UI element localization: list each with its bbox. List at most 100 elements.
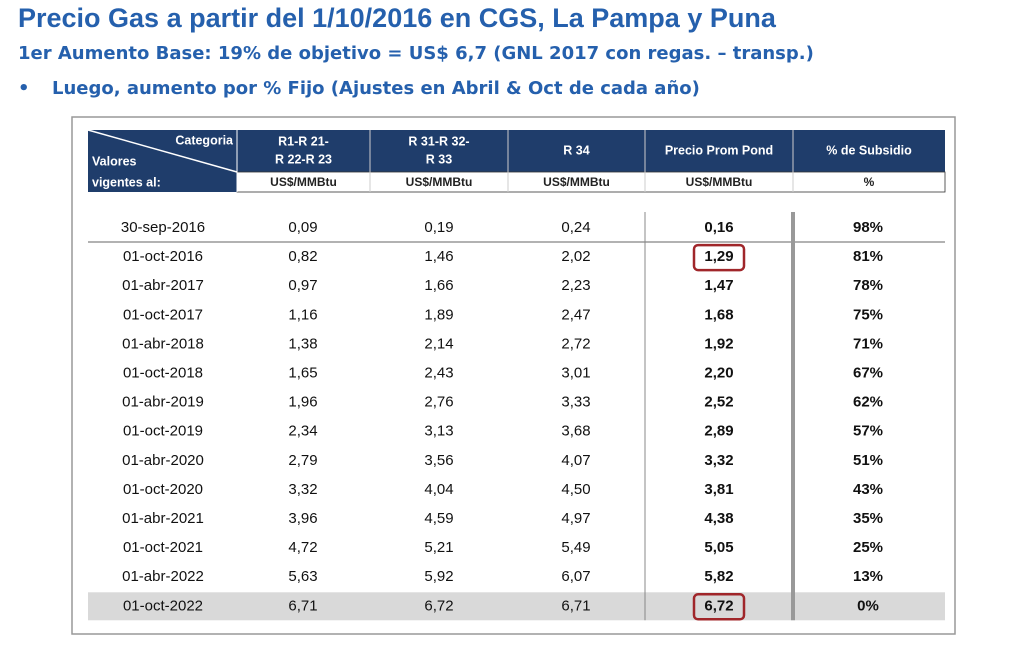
cell: 3,68	[561, 423, 590, 440]
cell: 4,07	[561, 452, 590, 469]
corner-bottom: vigentes al:	[92, 175, 161, 189]
bullet-text: Luego, aumento por % Fijo (Ajustes en Ab…	[52, 78, 700, 99]
column-header: R1-R 21-	[278, 134, 329, 148]
row-date: 01-abr-2019	[122, 394, 204, 411]
cell: 0,82	[288, 248, 317, 265]
row-date: 01-abr-2020	[122, 452, 204, 469]
row-date: 01-oct-2020	[123, 481, 203, 498]
cell: 4,72	[288, 539, 317, 556]
cell: 0,16	[704, 219, 733, 236]
column-header: R 33	[426, 152, 452, 166]
row-highlight	[88, 592, 945, 621]
cell: 75%	[853, 306, 883, 323]
cell: 4,50	[561, 481, 590, 498]
cell: 3,81	[704, 481, 733, 498]
corner-unit-bg	[88, 172, 237, 192]
cell: 4,59	[424, 510, 453, 527]
column-unit: %	[864, 175, 875, 189]
cell: 2,79	[288, 452, 317, 469]
cell: 0%	[857, 597, 879, 614]
row-date: 01-abr-2018	[122, 335, 204, 352]
cell: 1,38	[288, 335, 317, 352]
cell: 98%	[853, 219, 883, 236]
cell: 1,66	[424, 277, 453, 294]
highlight-box	[692, 243, 746, 272]
row-date: 01-abr-2021	[122, 510, 204, 527]
cell: 43%	[853, 481, 883, 498]
row-date: 30-sep-2016	[121, 219, 205, 236]
cell: 1,96	[288, 394, 317, 411]
cell: 5,82	[704, 568, 733, 585]
cell: 1,16	[288, 306, 317, 323]
cell: 5,49	[561, 539, 590, 556]
cell: 67%	[853, 364, 883, 381]
cell: 2,20	[704, 364, 733, 381]
cell: 6,72	[704, 597, 733, 614]
cell: 3,32	[288, 481, 317, 498]
cell: 6,72	[424, 597, 453, 614]
bullet-dot: •	[18, 78, 30, 99]
cell: 2,23	[561, 277, 590, 294]
table: Categoria Valores vigentes al: R1-R 21- R 22…	[87, 129, 946, 621]
title: Precio Gas a partir del 1/10/2016 en CGS…	[18, 3, 777, 33]
cell: 2,72	[561, 335, 590, 352]
cell: 3,13	[424, 423, 453, 440]
corner-diagonal	[87, 129, 238, 173]
cell: 6,07	[561, 568, 590, 585]
row-date: 01-abr-2017	[122, 277, 204, 294]
cell: 62%	[853, 394, 883, 411]
cell: 3,96	[288, 510, 317, 527]
cell: 6,71	[561, 597, 590, 614]
cell: 1,46	[424, 248, 453, 265]
cell: 1,29	[704, 248, 733, 265]
cell: 35%	[853, 510, 883, 527]
row-date: 01-abr-2022	[122, 568, 204, 585]
row-date: 01-oct-2016	[123, 248, 203, 265]
cell: 4,04	[424, 481, 453, 498]
cell: 2,43	[424, 364, 453, 381]
column-unit: US$/MMBtu	[406, 175, 473, 189]
cell: 3,33	[561, 394, 590, 411]
table-frame	[71, 116, 956, 635]
cell: 57%	[853, 423, 883, 440]
cell: 13%	[853, 568, 883, 585]
row-date: 01-oct-2019	[123, 423, 203, 440]
column-header: R 34	[563, 143, 589, 157]
cell: 0,19	[424, 219, 453, 236]
cell: 2,02	[561, 248, 590, 265]
column-header: % de Subsidio	[826, 143, 912, 157]
cell: 2,34	[288, 423, 317, 440]
cell: 5,21	[424, 539, 453, 556]
column-header: R 22-R 23	[275, 152, 332, 166]
cell: 5,05	[704, 539, 733, 556]
cell: 0,09	[288, 219, 317, 236]
cell: 2,76	[424, 394, 453, 411]
cell: 71%	[853, 335, 883, 352]
cell: 0,97	[288, 277, 317, 294]
cell: 1,89	[424, 306, 453, 323]
column-unit: US$/MMBtu	[686, 175, 753, 189]
cell: 78%	[853, 277, 883, 294]
cell: 1,92	[704, 335, 733, 352]
cell: 3,56	[424, 452, 453, 469]
corner-top: Categoria	[175, 133, 234, 147]
cell: 2,47	[561, 306, 590, 323]
corner-left: Valores	[92, 154, 137, 168]
cell: 51%	[853, 452, 883, 469]
cell: 2,89	[704, 423, 733, 440]
cell: 81%	[853, 248, 883, 265]
cell: 5,92	[424, 568, 453, 585]
cell: 0,24	[561, 219, 590, 236]
header-bg	[88, 130, 945, 172]
row-date: 01-oct-2017	[123, 306, 203, 323]
cell: 2,14	[424, 335, 453, 352]
cell: 3,32	[704, 452, 733, 469]
cell: 2,52	[704, 394, 733, 411]
cell: 5,63	[288, 568, 317, 585]
cell: 1,47	[704, 277, 733, 294]
column-unit: US$/MMBtu	[543, 175, 610, 189]
cell: 1,65	[288, 364, 317, 381]
row-date: 01-oct-2018	[123, 364, 203, 381]
cell: 6,71	[288, 597, 317, 614]
